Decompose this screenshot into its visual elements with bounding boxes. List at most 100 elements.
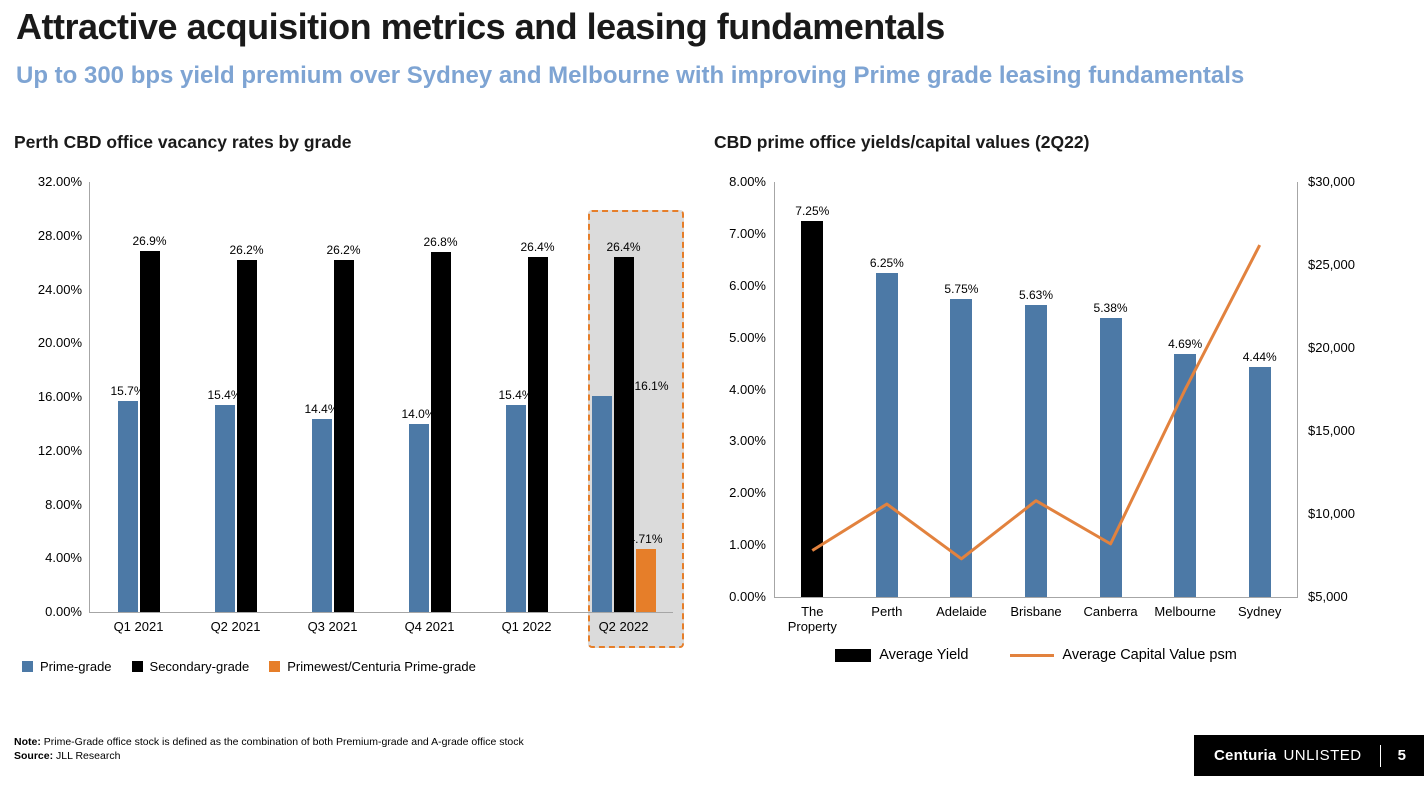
secondary-grade-bar [613,257,634,612]
legend-item-secondary-grade: Secondary-grade [131,659,250,674]
x-axis-category-label: Q2 2022 [598,619,649,634]
y-axis-right-tick-label: $5,000 [1308,589,1348,604]
x-axis-category-label: Sydney [1238,604,1282,619]
legend-label: Average Capital Value psm [1062,647,1237,663]
average-yield-bar-the-property [801,220,824,597]
y-axis-line [89,182,90,613]
bar-value-label: 16.1% [634,378,669,393]
x-axis-category-label: Canberra [1083,604,1138,619]
average-yield-bar-adelaide [950,298,973,597]
capital-value-line [811,244,1262,561]
x-axis-category-label: The Property [787,604,837,634]
legend-swatch-primewest-centuria-prime-grade [269,661,281,672]
x-axis-category-label: Q1 2021 [113,619,164,634]
prime-grade-bar [311,418,332,612]
bar-value-label: 5.63% [1018,287,1054,302]
average-yield-bar-perth [875,272,898,597]
note-text: Prime-Grade office stock is defined as t… [40,736,524,748]
y-axis-right-tick-label: $10,000 [1308,506,1355,521]
prime-grade-bar [214,405,235,612]
yields-chart-title: CBD prime office yields/capital values (… [714,132,1090,152]
secondary-grade-bar [430,251,451,612]
y-axis-tick-label: 12.00% [37,442,82,458]
y-axis-tick-label: 0.00% [45,604,82,619]
bar-value-label: 26.2% [326,242,361,257]
secondary-grade-bar [527,257,548,612]
prime-grade-bar [117,401,138,612]
y-axis-tick-label: 28.00% [37,227,82,243]
y-axis-tick-label: 32.00% [37,174,82,189]
legend-label: Secondary-grade [149,659,250,674]
x-axis-line [89,612,673,613]
bar-value-label: 15.7% [110,384,145,399]
legend-label: Average Yield [879,647,969,663]
secondary-grade-bar [236,259,257,612]
y-axis-left-tick-label: 4.00% [729,381,766,397]
bar-value-label: 14.0% [401,406,436,421]
legend-line-swatch-average-capital-value-psm [1010,653,1055,657]
x-axis-category-label: Perth [871,604,903,619]
x-axis-category-label: Brisbane [1010,604,1062,619]
bar-value-label: 4.69% [1168,336,1203,351]
bar-value-label: 15.4% [207,388,242,403]
legend-swatch-average-yield [835,648,872,662]
y-axis-left-tick-label: 5.00% [729,329,766,345]
bar-value-label: 26.2% [229,242,264,257]
bar-value-label: 4.44% [1242,349,1277,364]
legend-item-primewest-centuria-prime-grade: Primewest/Centuria Prime-grade [269,659,476,674]
average-yield-bar-brisbane [1025,304,1047,597]
prime-grade-bar [408,423,429,612]
bar-value-label: 7.25% [795,203,830,218]
footnote: Note: Prime-Grade office stock is define… [14,736,524,763]
y-axis-left-tick-label: 3.00% [729,433,766,449]
legend-item-average-capital-value-psm: Average Capital Value psm [1010,647,1237,663]
y-axis-left-line [774,182,775,598]
x-axis-category-label: Q2 2021 [210,619,261,634]
bar-value-label: 15.4% [498,388,533,403]
y-axis-right-tick-label: $20,000 [1308,340,1355,355]
bar-value-label: 5.38% [1093,300,1128,315]
note-line: Note: Prime-Grade office stock is define… [14,736,524,750]
yields-legend: Average Yield Average Capital Value psm [775,647,1297,663]
bar-value-label: 26.8% [423,234,458,249]
y-axis-right-tick-label: $15,000 [1308,423,1355,438]
source-text: JLL Research [53,749,121,762]
average-yield-bar-canberra [1099,317,1122,597]
legend-label: Primewest/Centuria Prime-grade [287,659,476,674]
y-axis-left-tick-label: 8.00% [729,174,766,189]
legend-item-prime-grade: Prime-grade [22,659,112,674]
vacancy-legend: Prime-grade Secondary-grade Primewest/Cent… [22,659,476,674]
slide-title: Attractive acquisition metrics and leasi… [16,6,945,47]
average-yield-bar-melbourne [1174,353,1197,597]
y-axis-tick-label: 20.00% [37,335,82,351]
vacancy-chart-title: Perth CBD office vacancy rates by grade [14,132,352,152]
bar-value-label: 26.9% [132,233,167,248]
y-axis-right-tick-label: $25,000 [1308,257,1355,272]
secondary-grade-bar [139,250,160,612]
primewest-centuria-prime-grade-bar [635,548,656,612]
legend-swatch-secondary-grade [131,661,143,672]
y-axis-left-tick-label: 7.00% [729,225,766,241]
bar-value-label: 6.25% [869,255,904,270]
footer-brand-bar: Centuria UNLISTED 5 [1194,735,1424,776]
bar-value-label: 14.4% [304,401,339,416]
y-axis-right-tick-label: $30,000 [1308,174,1355,189]
note-label: Note: [14,736,41,748]
y-axis-left-tick-label: 2.00% [729,485,766,501]
x-axis-line [774,597,1298,598]
legend-item-average-yield: Average Yield [835,647,968,663]
y-axis-left-tick-label: 1.00% [729,537,766,553]
x-axis-category-label: Q3 2021 [307,619,358,634]
y-axis-right-line [1297,182,1298,598]
x-axis-category-label: Adelaide [936,604,987,619]
bar-value-label: 5.75% [944,281,979,296]
prime-grade-bar [505,405,526,612]
y-axis-tick-label: 4.00% [45,550,82,566]
brand-suffix: UNLISTED [1283,747,1362,764]
y-axis-left-tick-label: 6.00% [729,277,766,293]
y-axis-tick-label: 8.00% [45,496,82,512]
average-yield-bar-sydney [1248,366,1271,597]
